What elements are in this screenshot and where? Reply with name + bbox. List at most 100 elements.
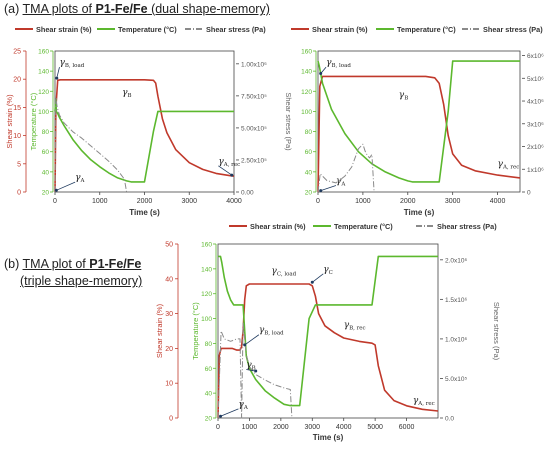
annotation-label: γB, load	[59, 58, 84, 69]
x-axis: 0 1000 2000 3000 4000 5000 6000 Time (s)	[216, 418, 414, 442]
legend-entry: Temperature (°C)	[334, 222, 393, 231]
legend-entry: Temperature (°C)	[397, 25, 456, 34]
annotation-arrowhead	[254, 369, 258, 373]
strain-tick-label: 15	[13, 105, 21, 112]
stress-series-line	[54, 96, 128, 193]
stress-tick-label: 6x10⁶	[527, 53, 544, 60]
strain-tick-label: 50	[165, 242, 173, 249]
temperature-tick-label: 140	[38, 69, 49, 76]
chart-b: Shear strain (%) Temperature (°C) Shear st…	[155, 222, 501, 442]
temperature-axis-label: Temperature (°C)	[29, 92, 38, 150]
x-tick-label: 4000	[226, 198, 242, 205]
x-tick-label: 6000	[399, 424, 415, 431]
strain-tick-label: 40	[165, 276, 173, 283]
annotations: γC, load γC γB, load γB γA γB, rec γA, rec	[219, 265, 435, 418]
temperature-tick-label: 60	[42, 149, 50, 156]
strain-tick-label: 20	[165, 346, 173, 353]
stress-tick-label: 0	[527, 190, 531, 197]
legend: Shear strain (%) Temperature (°C) Shear st…	[291, 25, 543, 34]
plot-frame	[317, 50, 521, 193]
x-tick-label: 4000	[336, 424, 352, 431]
temperature-tick-label: 140	[301, 69, 312, 76]
strain-tick-label: 0	[169, 416, 173, 423]
annotation-arrowhead	[54, 188, 58, 192]
temperature-tick-label: 120	[38, 89, 49, 96]
temperature-axis: 20 40 60 80 100 120 140 160	[301, 49, 317, 197]
x-tick-label: 2000	[400, 198, 416, 205]
x-axis: 0 1000 2000 3000 4000 Time (s)	[53, 192, 242, 217]
x-tick-label: 2000	[137, 198, 153, 205]
stress-tick-label: 1x10⁶	[527, 167, 544, 174]
x-tick-label: 3000	[181, 198, 197, 205]
annotation-label: γB	[399, 91, 408, 102]
annotation-arrow	[56, 67, 60, 79]
temperature-tick-label: 100	[301, 109, 312, 116]
legend: Shear strain (%) Temperature (°C) Shear st…	[15, 25, 266, 34]
x-axis-label: Time (s)	[404, 208, 435, 217]
stress-tick-label: 2.0x10⁶	[445, 257, 468, 264]
temperature-tick-label: 100	[201, 316, 212, 323]
series	[317, 60, 521, 193]
annotation-arrowhead	[310, 280, 314, 284]
panel-b-label: (b) TMA plot of P1-Fe/Fe	[4, 257, 142, 271]
panel-b-label-line2: (triple shape-memory)	[20, 274, 143, 288]
strain-tick-label: 0	[17, 190, 21, 197]
annotation-arrowhead	[230, 173, 234, 177]
strain-series-line	[217, 283, 439, 419]
strain-axis: 0 10 20 30 40 50 Shear strain (%)	[155, 242, 179, 423]
chart-a2: Shear strain (%) Temperature (°C) Shear st…	[291, 25, 544, 217]
strain-series-line	[317, 75, 521, 193]
annotation-arrow	[218, 165, 232, 176]
annotation-label: γA, rec	[218, 157, 240, 168]
x-tick-label: 5000	[367, 424, 383, 431]
legend-entry: Shear stress (Pa)	[206, 25, 266, 34]
temperature-axis: 20 40 60 80 100 120 140 160 Temperature (°C)	[191, 242, 217, 423]
annotation-arrow	[246, 369, 256, 372]
x-tick-label: 0	[316, 198, 320, 205]
annotation-arrowhead	[219, 414, 223, 418]
temperature-series-line	[317, 60, 520, 183]
annotations: γB, load γB γA γA, rec	[319, 58, 519, 193]
annotation-arrowhead	[243, 343, 247, 347]
temperature-tick-label: 80	[205, 341, 213, 348]
annotations: γB, load γB γA γA, rec	[54, 58, 240, 192]
stress-tick-label: 1.00x10⁶	[241, 61, 267, 68]
legend: Shear strain (%) Temperature (°C) Shear st…	[229, 222, 497, 231]
x-tick-label: 1000	[355, 198, 371, 205]
annotation-arrow	[244, 334, 260, 346]
x-axis: 0 1000 2000 3000 4000 Time (s)	[316, 192, 505, 217]
stress-tick-label: 7.50x10⁵	[241, 93, 267, 100]
annotation-label: γB, load	[259, 326, 284, 337]
annotation-label: γA	[336, 177, 346, 188]
x-tick-label: 1000	[242, 424, 258, 431]
strain-tick-label: 20	[13, 77, 21, 84]
annotation-arrow	[320, 185, 337, 191]
stress-tick-label: 5.00x10⁵	[241, 125, 267, 132]
x-tick-label: 3000	[304, 424, 320, 431]
strain-tick-label: 10	[13, 133, 21, 140]
stress-tick-label: 1.0x10⁶	[445, 336, 468, 343]
temperature-tick-label: 20	[305, 190, 313, 197]
strain-axis: 0 5 10 15 20 25 Shear strain (%)	[5, 49, 27, 197]
stress-tick-label: 1.5x10⁶	[445, 297, 468, 304]
stress-tick-label: 2x10⁶	[527, 144, 544, 151]
strain-tick-label: 30	[165, 311, 173, 318]
temperature-tick-label: 40	[305, 169, 313, 176]
temperature-tick-label: 40	[42, 169, 50, 176]
temperature-tick-label: 40	[205, 391, 213, 398]
stress-series-line	[317, 143, 375, 193]
legend-entry: Shear stress (Pa)	[483, 25, 543, 34]
stress-tick-label: 5x10⁶	[527, 76, 544, 83]
strain-tick-label: 25	[13, 49, 21, 56]
series	[54, 79, 235, 193]
temperature-tick-label: 120	[201, 291, 212, 298]
chart-a1: Shear strain (%) Temperature (°C) Shear st…	[5, 25, 293, 217]
stress-tick-label: 5.0x10⁵	[445, 376, 468, 383]
temperature-tick-label: 60	[305, 149, 313, 156]
temperature-tick-label: 100	[38, 109, 49, 116]
strain-axis-label: Shear strain (%)	[5, 94, 14, 149]
panel-a-label: (a) TMA plots of P1-Fe/Fe (dual shape-me…	[4, 2, 270, 16]
temperature-tick-label: 80	[42, 129, 50, 136]
temperature-tick-label: 120	[301, 89, 312, 96]
annotation-label: γB, rec	[344, 321, 366, 332]
